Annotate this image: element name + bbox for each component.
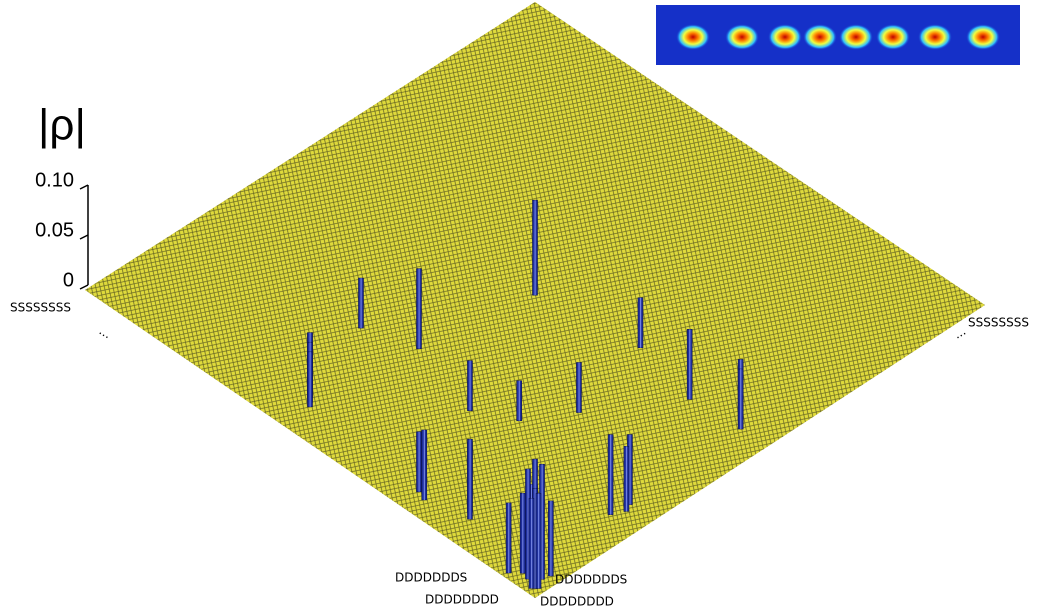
bar — [638, 298, 643, 348]
bar-highlight — [578, 363, 579, 413]
z-tick-label: 0 — [63, 269, 74, 291]
bar — [358, 278, 363, 328]
bar — [467, 439, 472, 519]
bar-highlight — [740, 369, 741, 429]
bar — [533, 200, 538, 295]
page: {"chart_data": {"type": "bar3d", "zlabel… — [0, 0, 1050, 613]
row-label: DDDDDDDS — [395, 571, 467, 585]
row-label: DDDDDDDD — [425, 593, 499, 607]
col-label: DDDDDDDS — [555, 573, 627, 587]
bar — [548, 501, 553, 576]
bar — [520, 493, 525, 573]
bar — [506, 503, 511, 573]
bar-highlight — [610, 435, 611, 515]
bar-highlight — [531, 498, 532, 588]
bar-highlight — [629, 435, 630, 505]
bar-highlight — [689, 329, 690, 399]
bar — [422, 430, 427, 500]
bar — [738, 369, 743, 429]
chart: |ρ| 0 0.05 0.10 SSSSSSSS... DDDDDDDS DDDDDDDD… — [0, 0, 1050, 613]
bar-highlight — [542, 464, 543, 579]
bar-highlight — [626, 446, 627, 511]
z-axis-label: |ρ| — [38, 101, 86, 150]
z-tick-label: 0.10 — [35, 169, 74, 191]
bar-highlight — [535, 200, 536, 295]
bar — [467, 361, 472, 411]
bar — [608, 435, 613, 515]
bar — [624, 446, 629, 511]
bar — [576, 363, 581, 413]
bar — [416, 269, 421, 349]
inset-image — [656, 5, 1020, 65]
z-tick — [80, 235, 88, 239]
col-label: ... — [951, 324, 968, 342]
row-label: SSSSSSSS — [10, 301, 71, 315]
bar-highlight — [535, 488, 536, 588]
bar — [416, 432, 421, 492]
row-label: ... — [97, 324, 114, 342]
bar-highlight — [522, 493, 523, 573]
bar — [687, 329, 692, 399]
bar-highlight — [469, 439, 470, 519]
bar-highlight — [418, 269, 419, 349]
bar — [308, 352, 313, 407]
col-label: SSSSSSSS — [968, 316, 1029, 330]
bar-highlight — [640, 298, 641, 348]
bar-highlight — [538, 493, 539, 588]
bar-highlight — [360, 278, 361, 328]
bar — [536, 493, 541, 588]
z-tick-label: 0.05 — [35, 219, 74, 241]
bar-highlight — [519, 381, 520, 421]
col-label: DDDDDDDD — [540, 595, 614, 609]
bar-highlight — [418, 432, 419, 492]
bar-highlight — [424, 430, 425, 500]
bar — [517, 381, 522, 421]
bar-highlight — [527, 469, 528, 579]
bar-highlight — [469, 361, 470, 411]
z-tick — [80, 285, 88, 289]
z-tick — [80, 185, 88, 189]
bar-highlight — [310, 352, 311, 407]
bar — [529, 498, 534, 588]
bar-highlight — [550, 501, 551, 576]
bar-highlight — [508, 503, 509, 573]
